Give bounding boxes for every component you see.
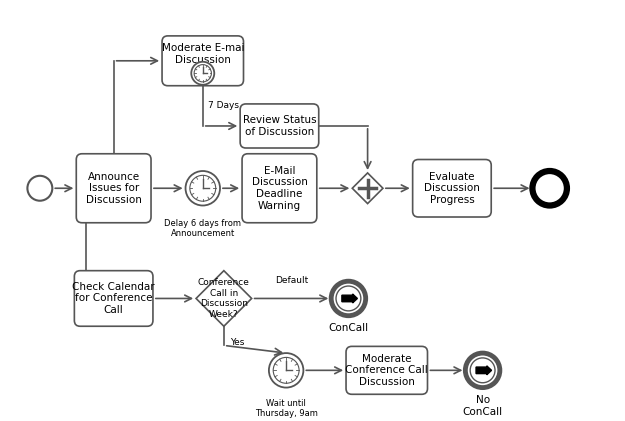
Text: Review Status
of Discussion: Review Status of Discussion xyxy=(242,115,316,137)
Circle shape xyxy=(190,175,216,201)
Text: Conference
Call in
Discussion
Week?: Conference Call in Discussion Week? xyxy=(198,278,250,319)
Circle shape xyxy=(466,353,500,388)
FancyBboxPatch shape xyxy=(162,36,244,86)
Text: Yes: Yes xyxy=(229,338,244,347)
Text: ConCall: ConCall xyxy=(328,323,369,333)
FancyBboxPatch shape xyxy=(412,160,491,217)
Polygon shape xyxy=(352,173,383,204)
Circle shape xyxy=(194,65,211,82)
FancyBboxPatch shape xyxy=(346,346,428,394)
Text: Evaluate
Discussion
Progress: Evaluate Discussion Progress xyxy=(424,172,480,205)
Circle shape xyxy=(186,171,220,205)
Text: Delay 6 days from
Announcement: Delay 6 days from Announcement xyxy=(164,219,241,238)
Circle shape xyxy=(331,281,366,316)
Text: No
ConCall: No ConCall xyxy=(462,395,503,417)
Circle shape xyxy=(269,353,303,388)
Text: Announce
Issues for
Discussion: Announce Issues for Discussion xyxy=(86,172,142,205)
FancyBboxPatch shape xyxy=(74,271,153,326)
Text: Wait until
Thursday, 9am: Wait until Thursday, 9am xyxy=(255,399,318,418)
Text: Moderate E-mai
Discussion: Moderate E-mai Discussion xyxy=(161,43,244,65)
Circle shape xyxy=(273,357,299,383)
Text: 7 Days: 7 Days xyxy=(208,101,239,110)
FancyBboxPatch shape xyxy=(76,154,151,223)
Circle shape xyxy=(532,171,567,205)
Circle shape xyxy=(336,286,361,311)
Circle shape xyxy=(470,358,495,383)
FancyBboxPatch shape xyxy=(240,104,319,148)
Text: E-Mail
Discussion
Deadline
Warning: E-Mail Discussion Deadline Warning xyxy=(251,166,308,210)
Text: Default: Default xyxy=(275,276,308,285)
FancyBboxPatch shape xyxy=(242,154,317,223)
FancyArrow shape xyxy=(342,294,357,303)
Polygon shape xyxy=(196,271,252,326)
Text: Check Calendar
for Conference
Call: Check Calendar for Conference Call xyxy=(72,282,155,315)
Text: Moderate
Conference Call
Discussion: Moderate Conference Call Discussion xyxy=(346,354,428,387)
FancyArrow shape xyxy=(476,366,492,375)
Circle shape xyxy=(191,62,214,85)
Circle shape xyxy=(28,176,52,201)
